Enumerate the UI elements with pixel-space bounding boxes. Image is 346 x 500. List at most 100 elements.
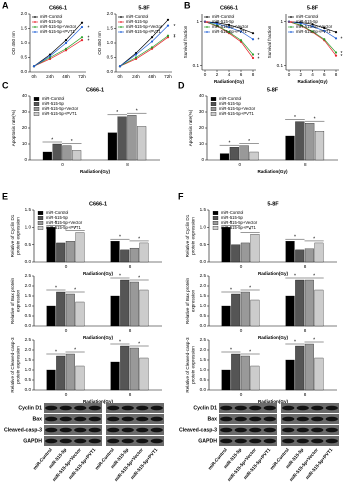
band [220,416,233,422]
significance: * [116,110,118,116]
bar [221,369,231,391]
band [249,438,262,444]
legend-label: miR-515-5p [219,101,242,106]
x-tick-label: 0 [288,72,291,77]
data-point [227,23,231,26]
y-axis-label: protein expression [191,217,196,255]
blot-strip [281,425,339,435]
y-tick-label: 1.0 [200,303,207,308]
bar [231,353,241,391]
data-point [251,56,255,60]
data-point [48,54,52,58]
data-point [64,39,68,42]
legend-label: miR-Control [221,210,243,215]
legend-marker [34,31,36,33]
x-tick-label: 48h [148,74,156,79]
bar [137,126,147,161]
bar [240,291,250,327]
blot-strip [44,425,102,435]
significance: * [119,339,121,345]
y-axis-label: Relative of Cleaved-casp-3 [185,337,190,393]
y-tick-label: 0 [24,157,27,162]
bar [250,234,260,263]
bar [139,242,149,263]
data-point [166,24,170,27]
bar [129,281,139,327]
x-tick-label: 2 [216,72,219,77]
x-tick-label: 24h [46,74,54,79]
x-tick-label: 0 [240,328,243,333]
y-axis-label: OD 450 nm [11,31,16,55]
legend-label: miR-515-5p+PVT1 [40,29,75,34]
protein-label: Cleaved-casp-3 [4,427,42,433]
legend-swatch [210,107,217,111]
y-tick-label: 20 [199,125,205,130]
y-tick-label: 1.0 [21,40,28,45]
band [282,405,295,411]
y-tick-label: 30 [22,109,28,114]
data-point [227,26,231,29]
y-tick-label: 2.0 [21,11,28,16]
y-axis-label: Relative of Cyclin D1 [185,214,190,257]
bar [72,150,82,161]
protein-label: Bax [207,416,217,422]
data-point [227,31,231,34]
x-tick-label: 2 [299,72,302,77]
x-tick-label: 8 [335,72,338,77]
legend-label: miR-515-5p+Vector [221,220,258,225]
bar [240,355,250,391]
significance: * [230,287,232,293]
y-tick-label: 2.5 [25,273,32,278]
significance: * [88,25,90,31]
data-point [150,36,154,39]
y-tick-label: 2.0 [25,347,32,352]
legend-swatch [37,226,44,230]
y-tick-label: 1.5 [25,207,32,212]
lane-label: miR-515-5p+PVT1 [68,447,97,480]
legend-label: miR-515-5p [40,19,63,24]
bar [56,242,66,263]
bar [110,295,120,327]
series-line [119,25,169,67]
panel-letter: A [2,0,9,10]
significance: * [230,221,232,227]
bar [314,131,325,161]
series-line [33,26,83,67]
bar [127,115,137,161]
data-point [64,47,68,50]
y-tick-label: 1.0 [200,367,207,372]
legend-label: miR-515-5p+PVT1 [221,225,256,230]
bar [62,145,72,161]
x-tick-label: 6 [240,72,243,77]
x-axis-label: Radiation(Gy) [83,271,114,276]
legend-label: miR-515-5p [46,215,69,220]
band [282,416,295,422]
protein-label: Cleaved-casp-3 [179,427,217,433]
band [59,438,72,444]
y-tick-label: 0.5 [21,55,28,60]
chart-title: 5-8F [267,87,279,93]
data-point [239,27,243,30]
bar [305,123,315,161]
significance: * [228,141,230,147]
y-tick-label: 2.0 [200,347,207,352]
legend-label: miR-515-5p+Vector [296,24,333,29]
bar [120,249,130,263]
data-point [299,23,302,27]
band [107,416,120,422]
band [282,427,295,433]
y-tick-label: 0.0 [25,259,32,264]
bar [240,242,250,263]
bar [46,305,56,327]
significance: * [249,349,251,355]
x-tick-label: 8 [304,392,307,397]
y-tick-label: 1.5 [200,293,207,298]
significance: * [74,347,76,353]
bar [65,241,75,263]
blot-strip [219,425,277,435]
legend-marker [206,21,208,23]
significance: * [249,228,251,234]
legend-marker [206,31,208,33]
band [59,427,72,433]
bar [229,147,239,161]
